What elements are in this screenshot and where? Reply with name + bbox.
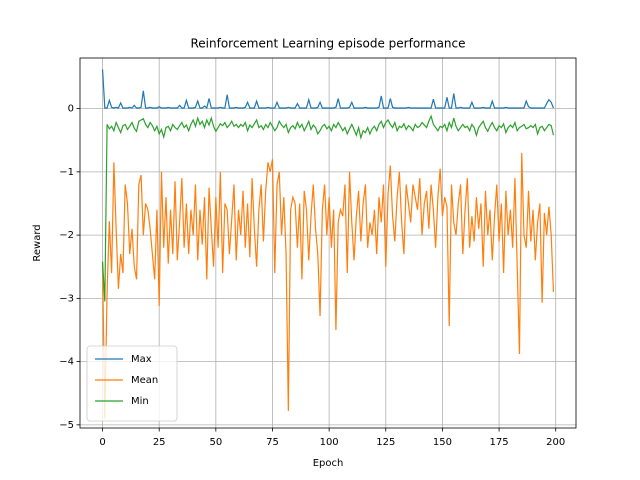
- x-tick-label: 50: [209, 437, 222, 448]
- series-line: [101, 114, 555, 302]
- x-tick-label: 175: [490, 437, 509, 448]
- chart-title: Reinforcement Learning episode performan…: [190, 37, 465, 51]
- y-tick-label: −3: [59, 293, 74, 304]
- x-tick-label: 200: [546, 437, 565, 448]
- x-tick-label: 100: [320, 437, 339, 448]
- y-tick-label: −5: [59, 420, 74, 431]
- series-line: [101, 152, 555, 419]
- legend-label: Max: [131, 354, 152, 365]
- plot-frame: [79, 57, 577, 429]
- y-tick-label: −2: [59, 230, 74, 241]
- y-tick-label: 0: [68, 104, 74, 115]
- legend-label: Mean: [131, 375, 158, 386]
- x-tick-label: 25: [153, 437, 166, 448]
- legend-label: Min: [131, 396, 149, 407]
- x-tick-label: 75: [266, 437, 279, 448]
- y-tick-label: −4: [59, 357, 74, 368]
- legend-box: [86, 345, 178, 422]
- x-tick-label: 150: [433, 437, 452, 448]
- series-line: [101, 69, 555, 110]
- x-tick-label: 125: [376, 437, 395, 448]
- x-tick-label: 0: [99, 437, 105, 448]
- y-axis-label: Reward: [32, 224, 43, 261]
- x-axis-label: Epoch: [313, 458, 344, 469]
- y-tick-label: −1: [59, 167, 74, 178]
